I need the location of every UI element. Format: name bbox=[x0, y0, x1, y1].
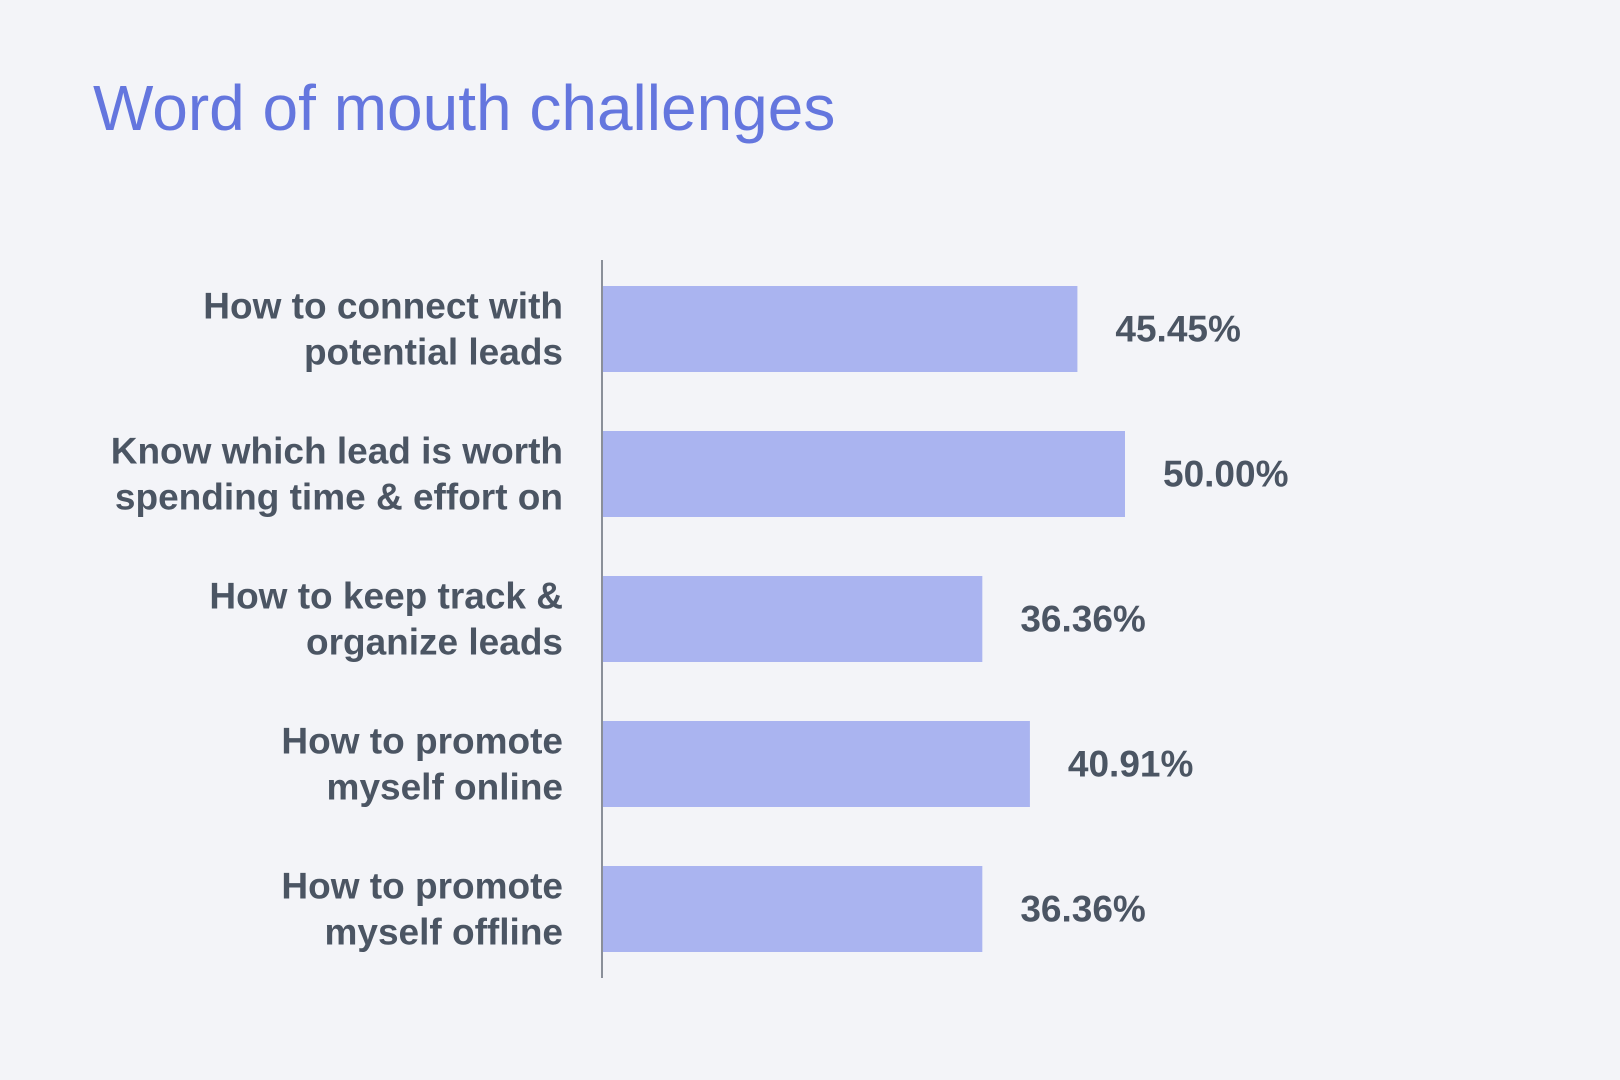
category-labels: How to connect with potential leads Know w… bbox=[111, 286, 563, 953]
category-label: How to promote bbox=[281, 866, 563, 907]
value-labels: 45.45% 50.00% 36.36% 40.91% 36.36% bbox=[1020, 309, 1288, 930]
category-label: organize leads bbox=[306, 622, 563, 663]
category-label: How to connect with bbox=[203, 286, 563, 327]
bar bbox=[602, 431, 1125, 517]
value-label: 50.00% bbox=[1163, 454, 1289, 495]
category-label: myself offline bbox=[325, 912, 564, 953]
bar bbox=[602, 721, 1030, 807]
value-label: 40.91% bbox=[1068, 744, 1194, 785]
chart-title: Word of mouth challenges bbox=[93, 72, 836, 144]
value-label: 45.45% bbox=[1115, 309, 1241, 350]
category-label: How to promote bbox=[281, 721, 563, 762]
category-label: spending time & effort on bbox=[115, 477, 563, 518]
category-label: potential leads bbox=[304, 332, 563, 373]
bars-layer bbox=[602, 286, 1125, 952]
bar bbox=[602, 866, 983, 952]
category-label: How to keep track & bbox=[209, 576, 563, 617]
category-label: myself online bbox=[327, 767, 563, 808]
bar bbox=[602, 576, 983, 662]
value-label: 36.36% bbox=[1020, 889, 1146, 930]
value-label: 36.36% bbox=[1020, 599, 1146, 640]
category-label: Know which lead is worth bbox=[111, 431, 563, 472]
bar bbox=[602, 286, 1078, 372]
